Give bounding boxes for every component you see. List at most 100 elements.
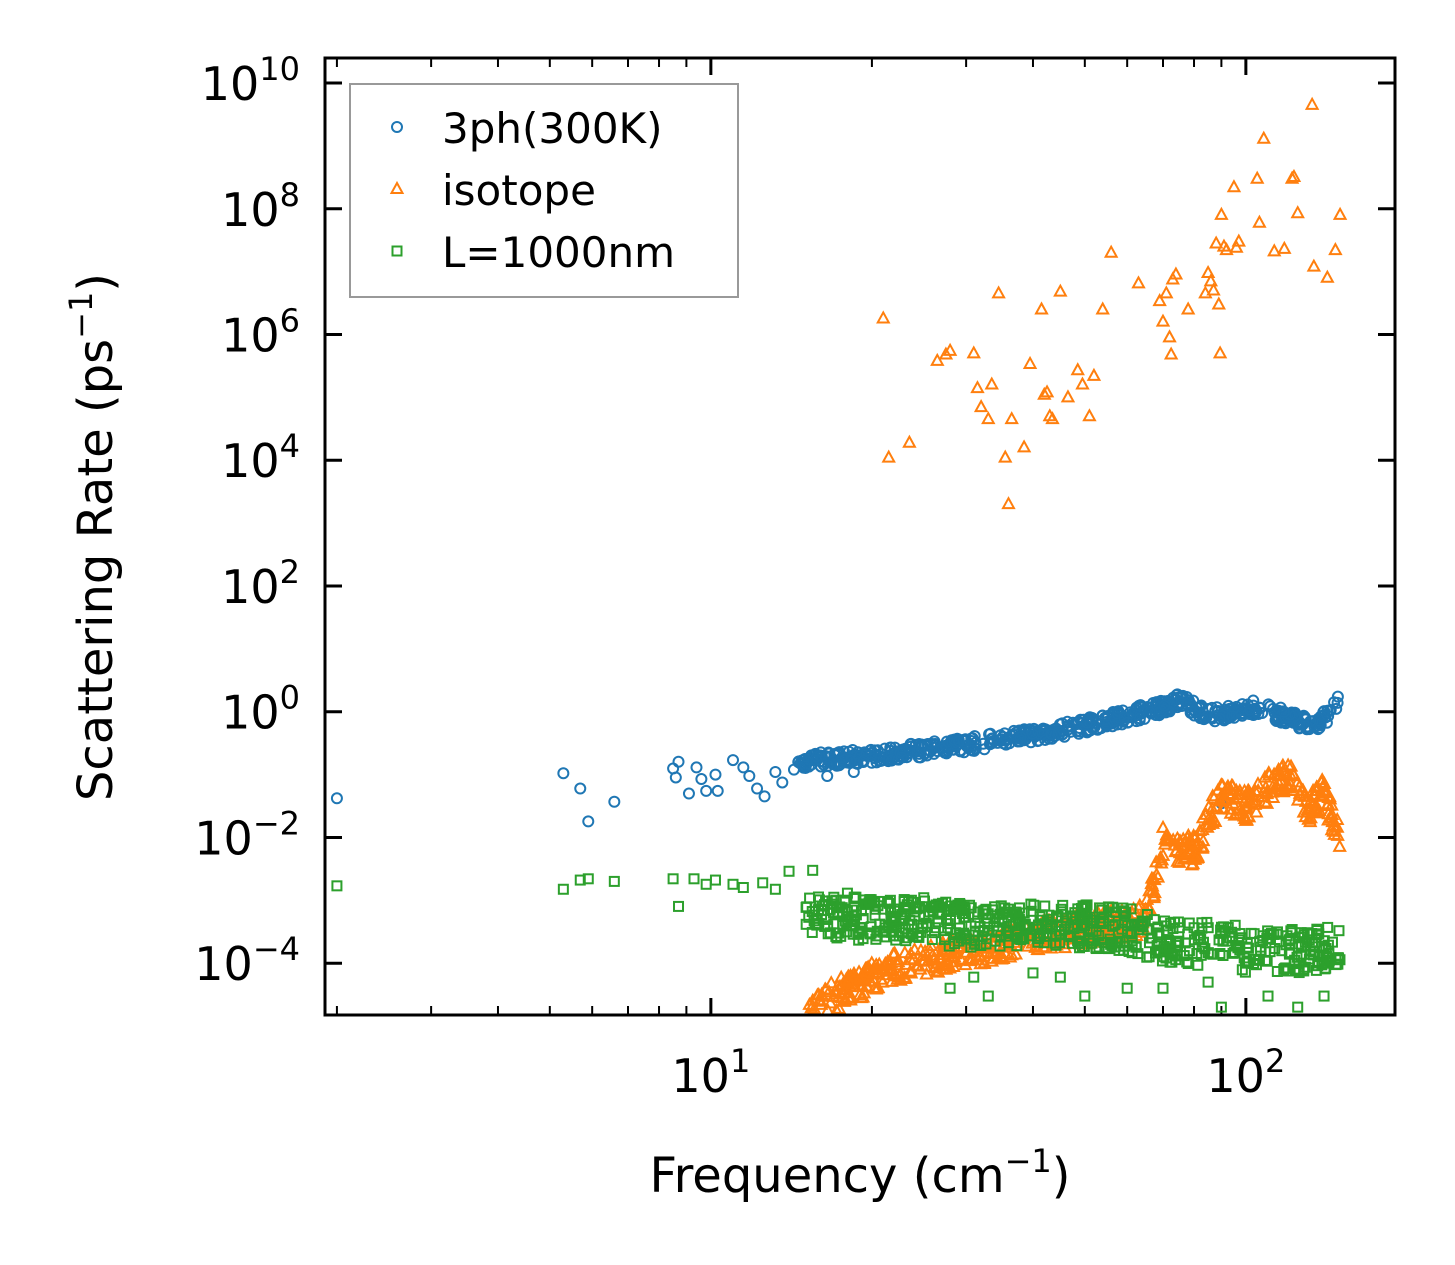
data-point bbox=[1257, 769, 1273, 783]
data-point bbox=[810, 754, 823, 767]
data-point bbox=[1269, 777, 1284, 791]
data-point bbox=[1074, 910, 1086, 922]
data-point bbox=[1131, 275, 1146, 289]
data-point bbox=[882, 953, 898, 967]
data-point bbox=[1297, 788, 1312, 802]
data-point bbox=[1205, 815, 1220, 829]
data-point bbox=[695, 773, 708, 786]
data-point bbox=[1152, 293, 1167, 307]
data-point bbox=[1161, 833, 1176, 847]
data-point bbox=[929, 963, 945, 977]
data-point bbox=[1205, 788, 1220, 802]
data-point bbox=[1022, 355, 1038, 369]
data-point bbox=[690, 761, 703, 774]
data-point bbox=[1054, 971, 1066, 983]
data-point bbox=[1132, 948, 1144, 960]
data-point bbox=[892, 753, 905, 766]
data-point bbox=[1214, 206, 1229, 220]
data-point bbox=[799, 760, 812, 773]
data-point bbox=[1091, 722, 1104, 735]
data-point bbox=[872, 900, 884, 912]
x-tick-labels: 101 102 bbox=[671, 1042, 1285, 1103]
data-point bbox=[1121, 716, 1134, 729]
data-point bbox=[1095, 301, 1110, 315]
y-tick-label: 100 bbox=[221, 679, 300, 740]
data-point bbox=[787, 763, 800, 776]
data-point bbox=[966, 345, 981, 359]
y-tick-label: 108 bbox=[221, 176, 300, 237]
data-point bbox=[1293, 932, 1305, 944]
data-point bbox=[1256, 130, 1271, 144]
data-point bbox=[1322, 939, 1334, 951]
data-point bbox=[1206, 282, 1221, 296]
data-point bbox=[969, 949, 984, 963]
data-point bbox=[837, 993, 852, 1007]
data-point bbox=[1146, 888, 1162, 902]
data-point bbox=[1181, 956, 1193, 968]
data-point bbox=[1070, 724, 1083, 737]
data-point bbox=[1026, 727, 1039, 740]
data-point bbox=[1084, 934, 1096, 946]
data-point bbox=[1306, 258, 1322, 272]
data-point bbox=[769, 765, 782, 778]
y-tick-label: 10−4 bbox=[194, 930, 300, 991]
data-point bbox=[1203, 273, 1219, 287]
data-point bbox=[1012, 932, 1024, 944]
plot-frame bbox=[323, 56, 1397, 1017]
data-point bbox=[877, 926, 889, 938]
data-point bbox=[804, 892, 816, 904]
data-point bbox=[1241, 955, 1253, 967]
data-point bbox=[1068, 718, 1081, 731]
data-point bbox=[884, 894, 896, 906]
data-point bbox=[969, 736, 982, 749]
data-point bbox=[808, 915, 820, 927]
data-point bbox=[1330, 827, 1345, 841]
data-point bbox=[700, 784, 713, 797]
data-point bbox=[1261, 955, 1273, 967]
series-square bbox=[331, 864, 1346, 1013]
data-point bbox=[821, 769, 834, 782]
data-point bbox=[1259, 795, 1275, 809]
data-point bbox=[1143, 706, 1156, 719]
data-point bbox=[1086, 367, 1102, 381]
data-point bbox=[1179, 937, 1191, 949]
data-point bbox=[1292, 1001, 1304, 1013]
data-point bbox=[917, 920, 929, 932]
data-point bbox=[1037, 725, 1050, 738]
data-point bbox=[1236, 706, 1249, 719]
data-point bbox=[980, 933, 992, 945]
data-point bbox=[947, 954, 963, 968]
data-point bbox=[1265, 784, 1280, 798]
data-point bbox=[835, 751, 848, 764]
data-point bbox=[1103, 244, 1119, 258]
data-point bbox=[727, 754, 740, 767]
data-point bbox=[1320, 797, 1335, 812]
data-point bbox=[1309, 801, 1324, 816]
data-point bbox=[1014, 731, 1027, 744]
data-point bbox=[1085, 711, 1098, 724]
legend-marker bbox=[389, 180, 405, 194]
data-point bbox=[1176, 831, 1191, 845]
data-point bbox=[1330, 952, 1342, 964]
data-point bbox=[1304, 96, 1320, 110]
legend: 3ph(300K) isotope L=1000nm bbox=[349, 83, 739, 298]
data-point bbox=[1320, 269, 1335, 283]
y-tick-label: 104 bbox=[221, 427, 300, 488]
data-point bbox=[1019, 921, 1031, 933]
data-point bbox=[1155, 313, 1171, 327]
data-point bbox=[1080, 907, 1092, 919]
data-point bbox=[1262, 990, 1274, 1002]
data-point bbox=[1239, 966, 1251, 978]
data-point bbox=[924, 737, 937, 750]
data-point bbox=[1030, 921, 1042, 933]
data-point bbox=[998, 727, 1011, 740]
data-point bbox=[1031, 933, 1043, 945]
data-point bbox=[1200, 264, 1216, 279]
data-point bbox=[1158, 940, 1170, 952]
data-point bbox=[1032, 725, 1045, 738]
data-point bbox=[1202, 976, 1214, 988]
data-point bbox=[1168, 266, 1184, 280]
data-point bbox=[1196, 917, 1208, 929]
data-point bbox=[1292, 965, 1304, 977]
data-point bbox=[1243, 703, 1256, 716]
